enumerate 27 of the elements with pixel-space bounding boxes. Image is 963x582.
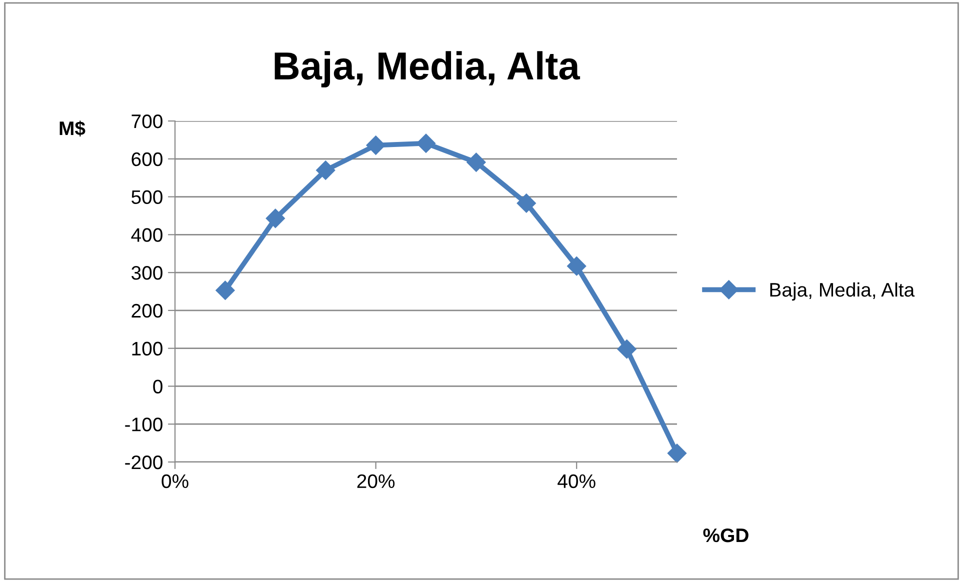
y-tick-label: 0 xyxy=(153,380,162,394)
y-tick-label: 700 xyxy=(132,114,162,128)
point xyxy=(316,160,336,180)
point xyxy=(216,280,235,300)
point xyxy=(667,444,687,463)
point xyxy=(567,256,586,276)
y-tick-label: -100 xyxy=(125,418,162,432)
point xyxy=(366,136,386,155)
x-tick-label: 20% xyxy=(357,474,395,488)
x-tick-label: 0% xyxy=(162,474,188,488)
point xyxy=(466,152,486,172)
y-axis-title: M$ xyxy=(60,120,86,136)
y-tick-label: 200 xyxy=(132,304,162,318)
y-tick-label: 500 xyxy=(132,190,162,204)
chart-title: Baja, Media, Alta xyxy=(274,51,580,88)
x-axis-title: %GD xyxy=(703,528,748,542)
x-tick-label: 40% xyxy=(558,474,596,488)
y-tick-label: 400 xyxy=(131,228,162,242)
y-tick-label: -200 xyxy=(125,455,162,470)
y-tick-label: 100 xyxy=(132,342,162,356)
y-tick-label: 600 xyxy=(132,152,162,166)
point xyxy=(516,194,536,213)
y-tick-label: 300 xyxy=(131,266,162,280)
legend-label: Baja, Media, Alta xyxy=(770,282,915,301)
point xyxy=(416,134,436,153)
point xyxy=(617,340,636,359)
point xyxy=(266,208,285,228)
